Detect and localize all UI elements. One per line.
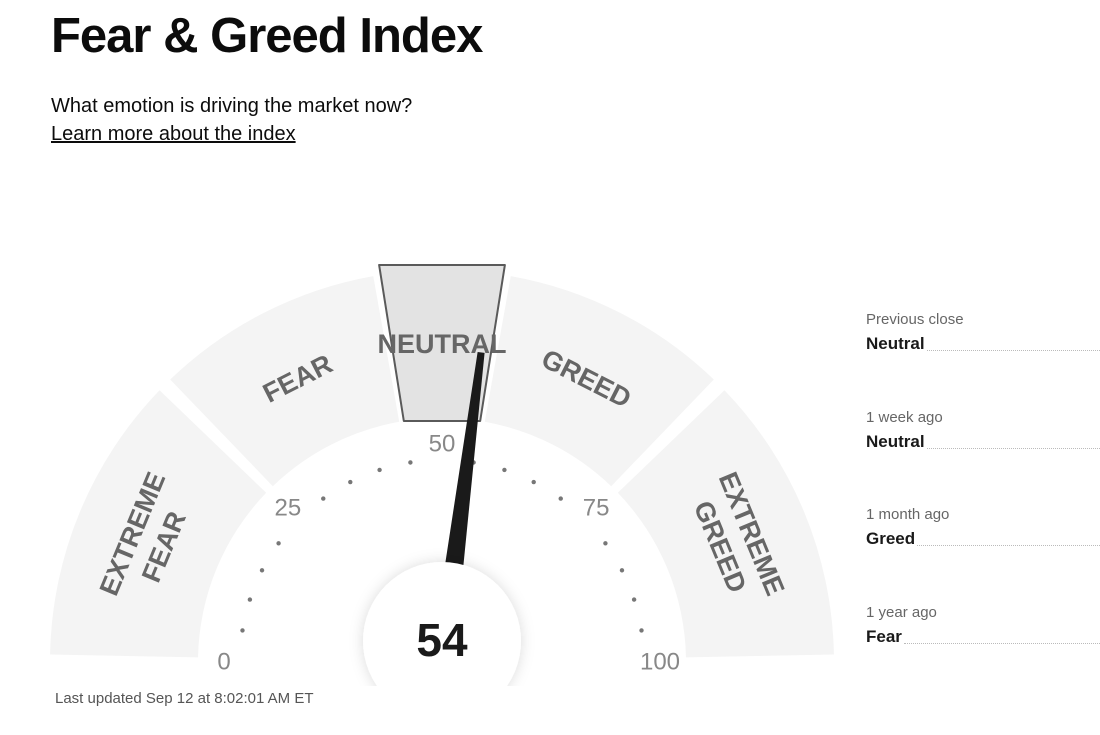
page-title: Fear & Greed Index (51, 9, 483, 63)
scale-dot (639, 628, 644, 633)
page-subtitle: What emotion is driving the market now? (51, 95, 413, 117)
zone-extreme-fear (50, 390, 267, 658)
dotted-leader (926, 447, 1100, 449)
scale-dot (348, 479, 353, 485)
scale-dot (631, 597, 637, 602)
history-label: Previous close (866, 311, 964, 328)
scale-dot (321, 496, 326, 501)
zone-extreme-greed (617, 390, 834, 658)
history-item-previous-close: Previous close Neutral (866, 311, 1100, 353)
scale-dot (502, 467, 507, 473)
dotted-leader (903, 642, 1100, 644)
history-value: Greed (866, 529, 916, 548)
score-value: 54 (416, 614, 468, 666)
scale-dot (619, 568, 625, 573)
tick-label-100: 100 (640, 649, 680, 676)
history-label: 1 week ago (866, 409, 943, 426)
history-item-1-year: 1 year ago Fear (866, 604, 1100, 646)
scale-dot (531, 479, 536, 485)
history-label: 1 year ago (866, 604, 937, 621)
zone-label-neutral: NEUTRAL (378, 329, 507, 359)
tick-label-25: 25 (274, 494, 301, 521)
history-label: 1 month ago (866, 506, 950, 523)
tick-label-0: 0 (217, 649, 230, 676)
history-item-1-month: 1 month ago Greed (866, 506, 1100, 548)
scale-dot (247, 597, 253, 602)
hub-mask (352, 686, 532, 735)
zone-fear (170, 276, 400, 487)
last-updated-text: Last updated Sep 12 at 8:02:01 AM ET (55, 690, 314, 707)
history-item-1-week: 1 week ago Neutral (866, 409, 1100, 451)
dotted-leader (917, 544, 1100, 546)
scale-dot (240, 628, 245, 633)
dotted-leader (926, 349, 1100, 351)
tick-label-50: 50 (429, 431, 456, 458)
history-value: Fear (866, 627, 902, 646)
scale-dot (259, 568, 265, 573)
gauge-hub (363, 562, 521, 720)
gauge-needle (443, 352, 485, 580)
scale-dot (558, 496, 563, 501)
tick-label-75: 75 (583, 494, 610, 521)
scale-dot (377, 467, 382, 473)
history-value: Neutral (866, 334, 925, 353)
history-value: Neutral (866, 432, 925, 451)
learn-more-link[interactable]: Learn more about the index (51, 123, 296, 145)
scale-dot (408, 460, 413, 465)
scale-dot (603, 541, 608, 546)
zone-greed (484, 276, 714, 487)
scale-dot (276, 541, 281, 546)
